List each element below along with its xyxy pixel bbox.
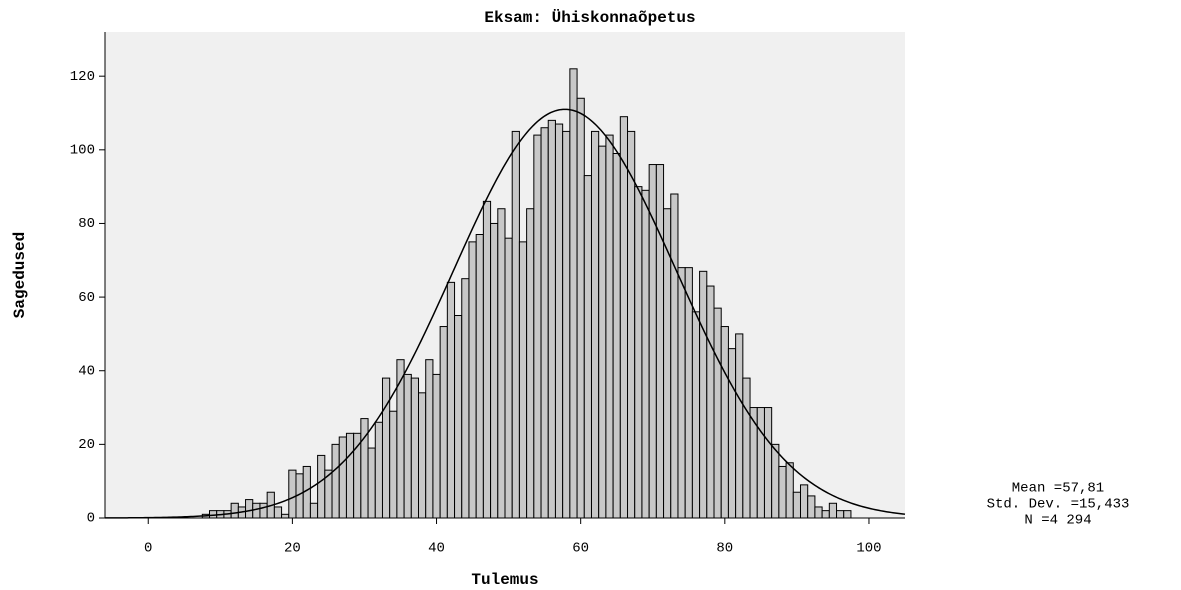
bar	[619, 116, 629, 519]
bar	[439, 326, 448, 519]
bar	[641, 189, 650, 519]
y-tick-label: 120	[70, 69, 95, 85]
chart-title: Eksam: Ühiskonnaõpetus	[484, 8, 695, 27]
bar	[590, 130, 600, 519]
bar	[418, 392, 427, 519]
bar	[396, 359, 405, 519]
bar	[230, 502, 239, 519]
bar	[756, 407, 765, 519]
bar	[518, 241, 528, 519]
y-axis-label: Sagedused	[11, 232, 29, 318]
x-tick-label: 80	[716, 541, 733, 557]
bar	[634, 186, 643, 519]
bar	[547, 119, 556, 519]
x-tick-label: 20	[284, 541, 301, 557]
bar	[475, 234, 484, 519]
bar	[425, 359, 434, 519]
stats-label: N =4 294	[1024, 513, 1091, 529]
bar	[252, 502, 261, 519]
bar	[533, 134, 542, 519]
bar	[706, 285, 715, 519]
bar	[432, 373, 441, 519]
y-tick-label: 80	[78, 216, 95, 232]
bar	[771, 443, 780, 519]
bar	[468, 241, 477, 519]
bar	[562, 130, 571, 519]
stats-label: Std. Dev. =15,433	[987, 497, 1130, 513]
bar	[605, 134, 614, 519]
bar	[461, 278, 470, 519]
bar	[778, 465, 787, 519]
bar	[828, 502, 838, 519]
bar	[720, 326, 729, 519]
bar	[497, 208, 506, 519]
bar	[309, 502, 319, 519]
bar	[763, 407, 773, 519]
x-tick-label: 100	[856, 541, 881, 557]
bar	[504, 237, 513, 519]
y-tick-label: 0	[87, 511, 95, 527]
bar	[807, 495, 816, 519]
bar	[691, 311, 701, 519]
bar	[612, 153, 621, 519]
bar	[511, 130, 520, 519]
bar	[713, 307, 722, 519]
bar	[540, 127, 549, 519]
bar	[245, 499, 254, 519]
bar	[569, 68, 578, 519]
bar	[374, 421, 383, 519]
bar	[338, 436, 347, 519]
bar	[670, 193, 679, 519]
bar	[490, 222, 499, 519]
bar	[792, 491, 801, 519]
bar	[583, 175, 592, 519]
bar	[317, 454, 326, 519]
bar	[735, 333, 744, 519]
bar	[410, 377, 420, 519]
normal-curve	[104, 108, 906, 519]
bar	[677, 267, 686, 519]
bar	[345, 432, 355, 519]
bar	[403, 373, 412, 519]
bar	[259, 502, 268, 519]
bar	[381, 377, 391, 519]
bar	[482, 200, 492, 519]
bar	[454, 315, 463, 519]
x-tick-label: 40	[428, 541, 445, 557]
bar	[843, 510, 852, 519]
bar	[576, 97, 585, 519]
bar	[526, 208, 535, 519]
bar	[554, 123, 564, 519]
stats-label: Mean =57,81	[1012, 481, 1104, 497]
bar	[367, 447, 376, 519]
bar	[627, 130, 636, 519]
bar	[273, 506, 283, 519]
bar	[446, 281, 456, 519]
bar	[727, 348, 737, 519]
x-tick-label: 0	[144, 541, 152, 557]
bar	[821, 510, 830, 519]
bar	[389, 410, 398, 519]
bar	[655, 164, 665, 519]
bar	[836, 510, 845, 519]
bar	[598, 145, 607, 519]
bar	[288, 469, 297, 519]
bar	[742, 377, 751, 519]
y-tick-label: 40	[78, 363, 95, 379]
y-tick-label: 20	[78, 437, 95, 453]
y-tick-label: 100	[70, 143, 95, 159]
bar	[281, 513, 290, 519]
y-tick-label: 60	[78, 290, 95, 306]
x-tick-label: 60	[572, 541, 589, 557]
x-axis-label: Tulemus	[471, 571, 538, 589]
bar	[785, 462, 794, 519]
bar	[799, 484, 809, 519]
bar	[331, 443, 340, 519]
bar	[814, 506, 823, 519]
bar	[699, 270, 708, 519]
